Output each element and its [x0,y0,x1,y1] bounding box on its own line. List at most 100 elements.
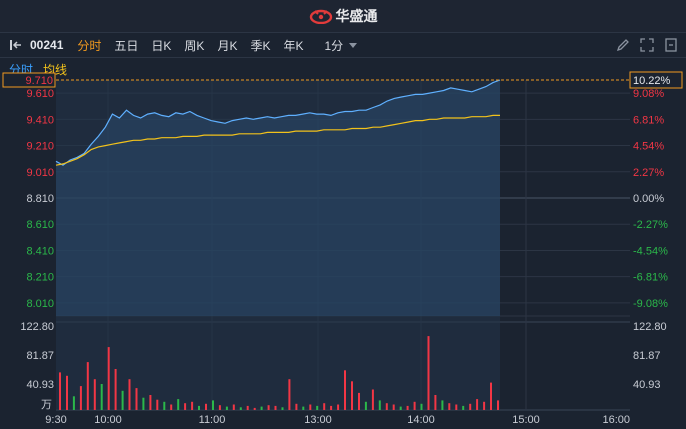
volume-bar [170,404,173,410]
volume-bar [135,388,138,410]
volume-bar [79,386,82,410]
volume-bar [358,392,360,410]
volume-tick-label: 81.87 [633,350,661,362]
volume-bar [483,401,486,410]
percent-tick-label: 6.81% [633,114,664,126]
volume-bar [441,400,444,410]
tab-quarterly-k[interactable]: 季K [250,38,271,53]
volume-bar [177,399,180,410]
volume-bar [86,362,89,410]
percent-tick-label: -4.54% [633,245,668,257]
collapse-icon[interactable] [664,38,678,52]
volume-bar [198,405,200,410]
price-tick-label: 8.210 [26,272,54,284]
tab-five-day[interactable]: 五日 [114,38,139,53]
price-tick-label: 9.410 [26,114,54,126]
current-price-label: 9.710 [25,75,53,87]
tab-intraday[interactable]: 分时 [77,38,102,53]
time-tick-label: 15:00 [512,414,540,426]
volume-bar [406,405,409,410]
time-tick-label: 13:00 [304,414,332,426]
price-tick-label: 8.010 [26,298,54,310]
volume-bar [232,404,235,410]
volume-bar [288,379,291,410]
price-tick-label: 8.810 [26,193,54,205]
tab-yearly-k[interactable]: 年K [283,38,304,53]
percent-tick-label: -9.08% [633,298,668,310]
volume-bar [476,399,479,410]
volume-bar [184,403,187,410]
expand-icon[interactable] [640,38,654,52]
volume-bar [497,400,499,410]
volume-bar [149,395,152,410]
volume-tick-label: 40.93 [633,379,661,391]
chart-tools [616,38,678,52]
period-dropdown[interactable]: 1分 [324,37,358,54]
volume-bar [427,336,430,410]
brand: 华盛通 [309,6,378,26]
percent-tick-label: -2.27% [633,219,668,231]
time-tick-label: 11:00 [199,414,226,426]
volume-bar [267,405,270,410]
volume-bar [392,404,395,410]
app-title: 华盛通 [335,8,378,24]
brand-logo-icon [309,9,332,24]
volume-bar [413,401,416,410]
volume-bar [274,405,277,410]
volume-bar [302,406,305,410]
percent-tick-label: 2.27% [633,167,664,179]
volume-tick-label: 122.80 [633,321,667,333]
volume-bar [490,382,492,410]
percent-tick-label: 4.54% [633,141,664,153]
toolbar: 00241 分时 五日 日K 周K 月K 季K 年K 1分 [0,32,686,58]
volume-bar [295,403,298,410]
volume-bar [253,407,256,410]
volume-bar [156,399,159,410]
time-tick-label: 16:00 [602,414,630,426]
stock-code: 00241 [30,38,64,52]
price-tick-label: 9.610 [26,88,54,100]
volume-tick-label: 122.80 [20,321,54,333]
volume-bar [93,379,96,410]
volume-bar [72,396,75,410]
volume-bar [455,404,458,410]
volume-bar [225,406,228,410]
volume-bar [462,405,465,410]
tab-weekly-k[interactable]: 周K [184,38,205,53]
volume-bar [434,395,437,410]
volume-bar [142,397,145,410]
volume-bar [191,401,194,410]
volume-bar [66,375,68,410]
volume-bar [246,405,249,410]
pencil-icon[interactable] [616,38,630,52]
current-price-box [2,72,56,88]
volume-bar [337,404,340,410]
volume-bar [205,403,207,410]
volume-bar [371,389,374,410]
volume-bar [323,403,326,410]
volume-tick-label: 40.93 [26,379,54,391]
back-icon[interactable] [6,39,26,51]
current-pct-label: 10.22% [633,75,671,87]
price-tick-label: 9.210 [26,141,54,153]
price-area [56,80,500,316]
volume-bar [100,384,103,410]
volume-bar [385,403,388,410]
price-tick-label: 8.410 [26,245,54,257]
volume-bar [107,347,110,410]
app-header: 华盛通 [0,0,686,32]
volume-bar [212,400,214,410]
volume-tick-label: 81.87 [26,350,54,362]
volume-bar [420,403,423,410]
chevron-down-icon [349,42,358,48]
tab-daily-k[interactable]: 日K [151,38,172,53]
volume-bar [260,406,263,410]
volume-bar [344,370,346,410]
time-tick-label: 14:00 [407,414,435,426]
current-pct-box [629,71,683,89]
price-tick-label: 9.010 [26,167,54,179]
volume-bar [128,379,131,410]
tab-monthly-k[interactable]: 月K [217,38,238,53]
percent-tick-label: -6.81% [633,272,668,284]
